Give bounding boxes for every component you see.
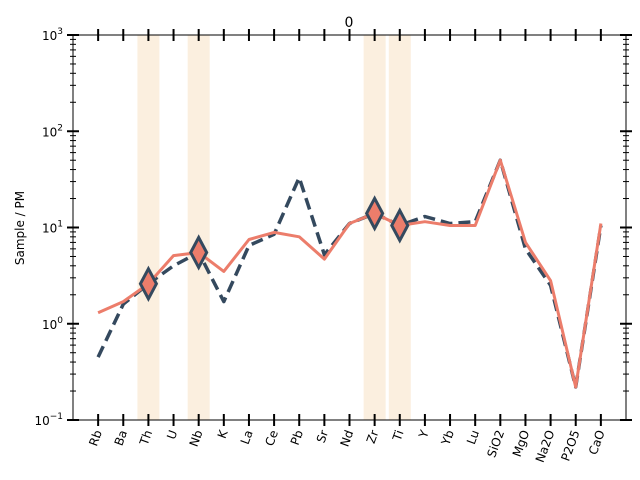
diamond-marker-th: [138, 265, 159, 302]
highlight-band-th: [137, 35, 160, 420]
highlight-bands: [137, 35, 411, 420]
x-tick-label-rb: Rb: [86, 428, 105, 448]
x-tick-label-p2o5: P2O5: [558, 428, 582, 463]
diamond-marker-zr: [364, 195, 385, 232]
x-tick-label-nd: Nd: [337, 428, 356, 448]
y-tick-label: 103: [42, 27, 63, 43]
plot-frame: [72, 34, 627, 421]
x-tick-label-sio2: SiO2: [484, 428, 507, 459]
x-tick-label-yb: Yb: [438, 428, 457, 448]
x-tick-label-k: K: [215, 427, 231, 440]
x-tick-label-u: U: [164, 428, 180, 441]
y-tick-label: 102: [42, 123, 63, 139]
y-axis-label: Sample / PM: [13, 191, 27, 265]
y-tick-label: 100: [42, 316, 63, 332]
y-tick-label: 101: [42, 220, 63, 236]
y-axis: 10−1 100 101 102 103: [34, 27, 632, 428]
x-tick-label-sr: Sr: [314, 428, 331, 445]
chart-title: 0: [345, 15, 354, 31]
diamond-marker-ti: [390, 207, 410, 244]
x-tick-label-ce: Ce: [262, 428, 281, 448]
x-tick-label-pb: Pb: [288, 428, 306, 447]
x-tick-label-nb: Nb: [187, 428, 206, 448]
x-tick-label-cao: CaO: [586, 428, 608, 456]
x-tick-label-mgo: MgO: [510, 428, 533, 459]
x-tick-label-la: La: [238, 428, 256, 446]
x-tick-label-th: Th: [137, 428, 156, 448]
solid-series-line: [97, 158, 603, 389]
x-tick-label-lu: Lu: [464, 428, 482, 446]
x-tick-label-y: Y: [416, 428, 432, 441]
diamond-markers: [138, 195, 410, 302]
x-tick-label-na2o: Na2O: [533, 428, 558, 464]
y-tick-label: 10−1: [34, 412, 63, 428]
highlight-band-nb: [187, 35, 210, 420]
x-tick-label-ba: Ba: [112, 428, 130, 447]
diamond-marker-nb: [188, 234, 209, 271]
x-tick-label-zr: Zr: [364, 428, 382, 445]
x-tick-label-ti: Ti: [390, 428, 407, 443]
series-lines: [96, 158, 603, 389]
dashed-series-line: [96, 158, 603, 389]
